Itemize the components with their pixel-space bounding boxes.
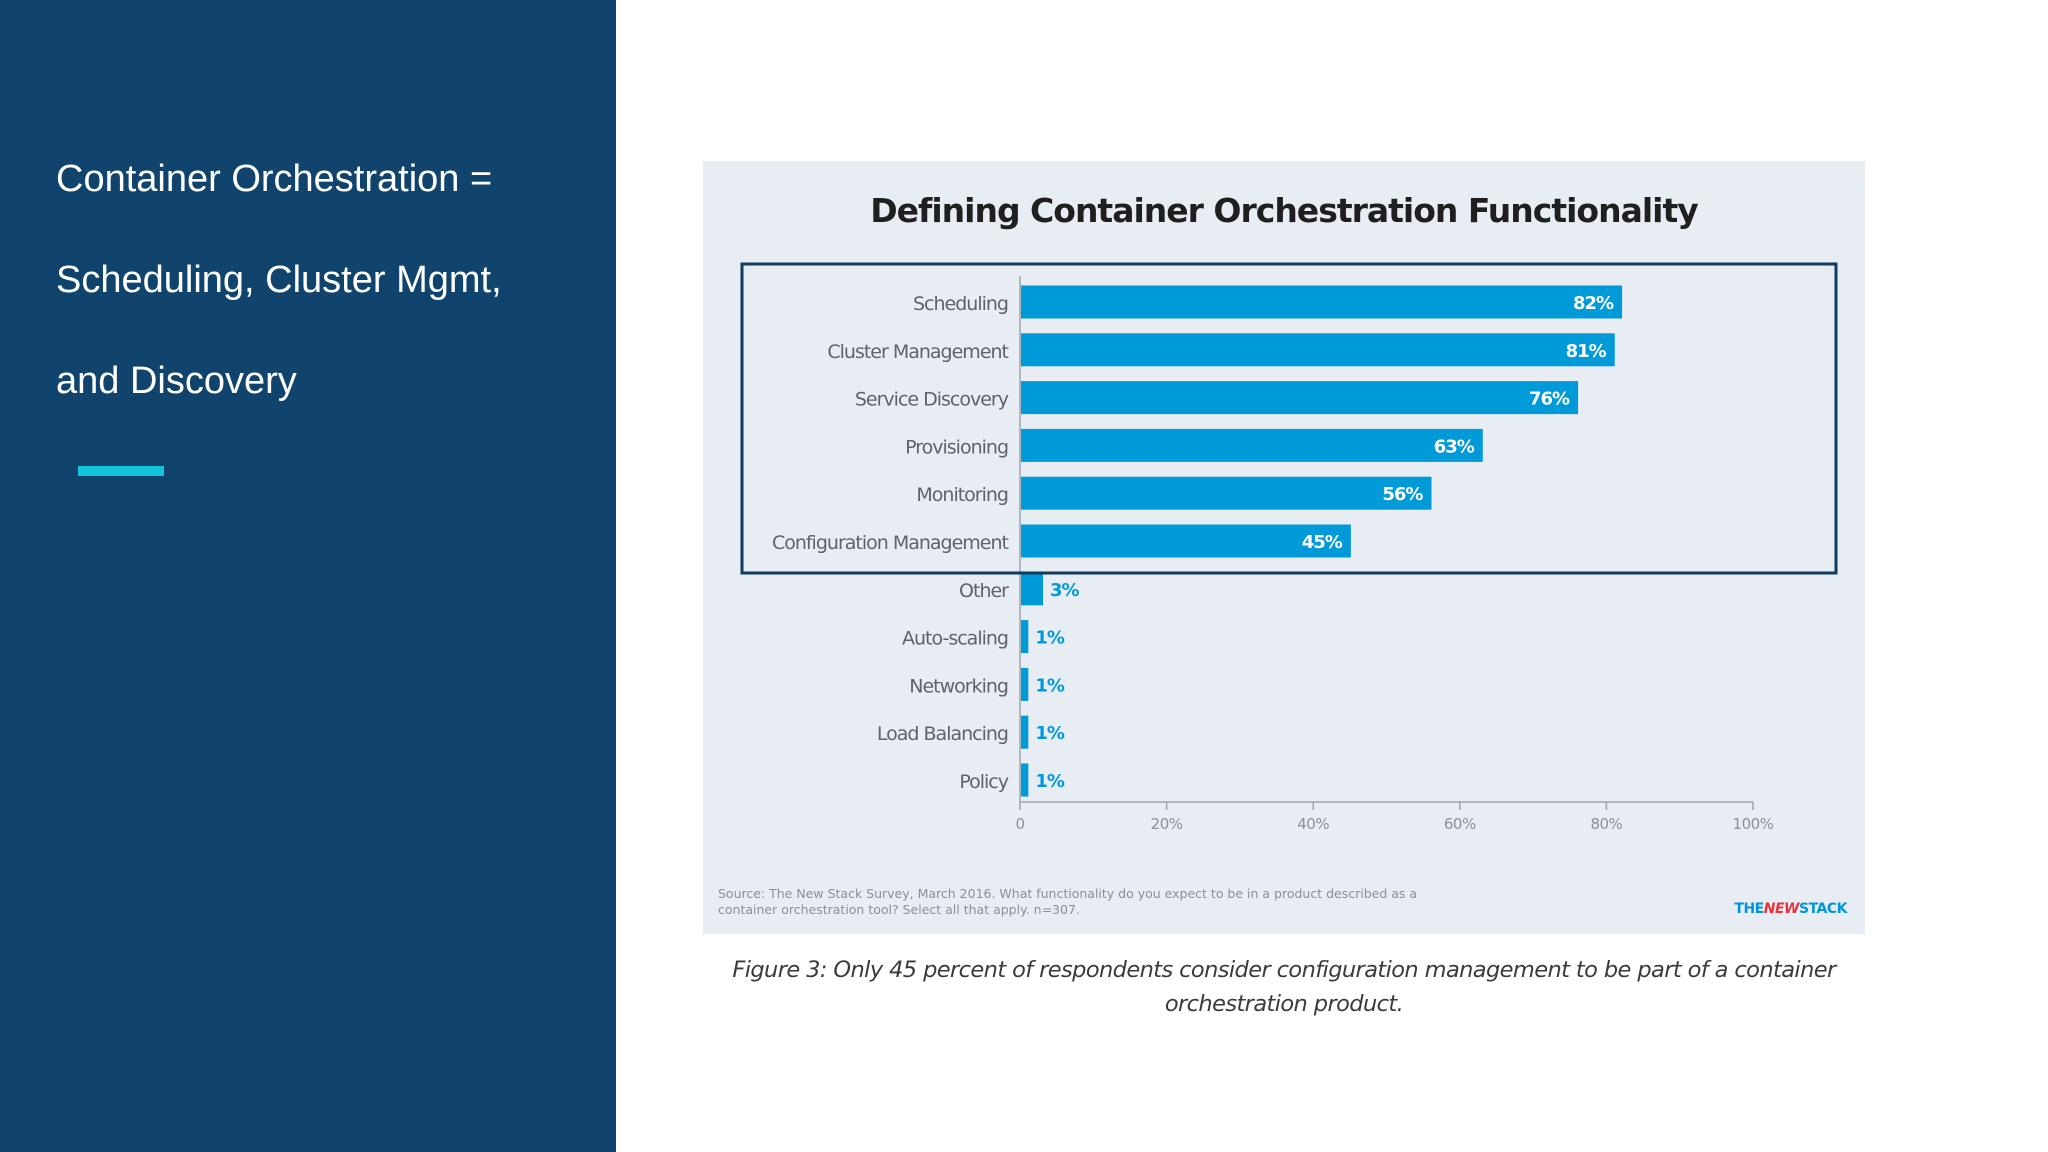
bar-scheduling	[1021, 285, 1623, 319]
category-label: Other	[959, 580, 1009, 602]
chart-title: Defining Container Orchestration Functio…	[870, 191, 1699, 230]
x-tick-label: 80%	[1590, 815, 1622, 833]
bar-other	[1021, 572, 1043, 606]
x-tick-label: 20%	[1151, 815, 1183, 833]
brand-logo: THENEWSTACK	[1734, 901, 1847, 917]
bar-configuration-management	[1021, 524, 1351, 558]
bar-monitoring	[1021, 476, 1432, 510]
category-label: Policy	[959, 771, 1008, 793]
bar-service-discovery	[1021, 381, 1579, 415]
x-tick-label: 60%	[1444, 815, 1476, 833]
x-tick-label: 100%	[1733, 815, 1774, 833]
brand-part-1: THE	[1734, 901, 1764, 917]
category-label: Scheduling	[913, 293, 1008, 315]
value-label: 45%	[1302, 532, 1343, 553]
bar-auto-scaling	[1021, 620, 1029, 654]
category-label: Cluster Management	[827, 341, 1008, 363]
brand-part-2: NEW	[1763, 901, 1800, 917]
x-tick-label: 40%	[1297, 815, 1329, 833]
category-label: Auto-scaling	[902, 628, 1008, 650]
bar-load-balancing	[1021, 715, 1029, 749]
value-label: 1%	[1035, 628, 1065, 649]
accent-bar	[78, 466, 164, 476]
value-label: 1%	[1035, 723, 1065, 744]
category-label: Networking	[909, 675, 1008, 697]
bar-cluster-management	[1021, 333, 1615, 367]
category-label: Load Balancing	[877, 723, 1008, 745]
value-label: 63%	[1434, 436, 1475, 457]
brand-part-3: STACK	[1798, 901, 1848, 917]
value-label: 76%	[1529, 389, 1570, 410]
sidebar-panel: Container Orchestration = Scheduling, Cl…	[0, 0, 616, 1152]
value-label: 3%	[1050, 580, 1080, 601]
heading-line-3: and Discovery	[56, 360, 297, 402]
figure-caption: Figure 3: Only 45 percent of respondents…	[732, 957, 1836, 1017]
bar-provisioning	[1021, 428, 1483, 462]
value-label: 82%	[1573, 293, 1614, 314]
heading-line-2: Scheduling, Cluster Mgmt,	[56, 259, 502, 301]
value-label: 56%	[1382, 484, 1423, 505]
value-label: 1%	[1035, 675, 1065, 696]
source-note: Source: The New Stack Survey, March 2016…	[718, 886, 1418, 917]
category-label: Service Discovery	[855, 389, 1009, 411]
category-label: Configuration Management	[772, 532, 1009, 554]
x-tick-label: 0	[1015, 815, 1024, 833]
highlight-box	[740, 262, 1838, 575]
bar-chart: Scheduling 82% Cluster Management 81% Servic…	[740, 262, 1838, 833]
bar-networking	[1021, 667, 1029, 701]
value-label: 81%	[1566, 341, 1607, 362]
category-label: Provisioning	[905, 436, 1008, 458]
heading-line-1: Container Orchestration =	[56, 158, 493, 200]
category-label: Monitoring	[916, 484, 1008, 506]
bar-policy	[1021, 763, 1029, 797]
value-label: 1%	[1035, 771, 1065, 792]
chart-figure: Defining Container Orchestration Functio…	[703, 161, 1865, 934]
